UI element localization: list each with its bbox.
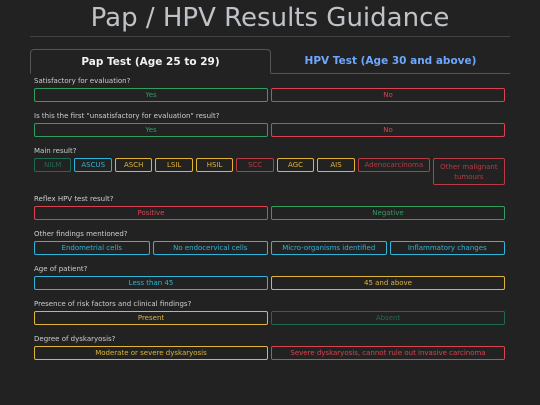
option-button[interactable]: No — [271, 123, 505, 137]
option-button[interactable]: Severe dyskaryosis, cannot rule out inva… — [271, 346, 505, 360]
question: Main result? NILM ASCUS ASCH LSIL HSIL SCC AGC A… — [34, 146, 505, 185]
divider — [30, 36, 510, 37]
options: Yes No — [34, 123, 505, 137]
options: Endometrial cells No endocervical cells Mi… — [34, 241, 505, 255]
options: Positive Negative — [34, 206, 505, 220]
option-button[interactable]: Moderate or severe dyskaryosis — [34, 346, 268, 360]
question: Other findings mentioned? Endometrial cel… — [34, 229, 505, 255]
option-button[interactable]: HSIL — [195, 158, 234, 172]
options: Moderate or severe dyskaryosis Severe dys… — [34, 346, 505, 360]
option-button[interactable]: ASCUS — [74, 158, 112, 172]
question-label: Presence of risk factors and clinical fi… — [34, 300, 192, 308]
option-button[interactable]: Present — [34, 311, 268, 325]
question-label: Other findings mentioned? — [34, 230, 128, 238]
options: Yes No — [34, 88, 505, 102]
question: Degree of dyskaryosis? Moderate or severe… — [34, 334, 505, 360]
option-button[interactable]: Less than 45 — [34, 276, 268, 290]
option-button[interactable]: Yes — [34, 88, 268, 102]
questions: Satisfactory for evaluation? Yes No Is this… — [34, 76, 505, 369]
page-title: Pap / HPV Results Guidance — [90, 3, 450, 33]
option-button[interactable]: Yes — [34, 123, 268, 137]
question-label: Satisfactory for evaluation? — [34, 77, 131, 85]
option-button[interactable]: Micro-organisms identified — [271, 241, 387, 255]
tab[interactable]: HPV Test (Age 30 and above) — [304, 55, 477, 67]
option-button[interactable]: LSIL — [155, 158, 193, 172]
option-button[interactable]: Other malignant tumours — [432, 158, 505, 185]
question-label: Age of patient? — [34, 265, 88, 273]
question: Age of patient? Less than 45 45 and above — [34, 264, 505, 290]
tabs: Pap Test (Age 25 to 29) HPV Test (Age 30 … — [30, 49, 510, 74]
option-button[interactable]: No endocervical cells — [152, 241, 268, 255]
option-button[interactable]: No — [271, 88, 505, 102]
option-button[interactable]: Endometrial cells — [34, 241, 150, 255]
option-button[interactable]: Positive — [34, 206, 268, 220]
question-label: Main result? — [34, 147, 77, 155]
option-button[interactable]: ASCH — [114, 158, 153, 172]
question: Is this the first "unsatisfactory for ev… — [34, 111, 505, 137]
option-button[interactable]: Negative — [271, 206, 505, 220]
question-label: Reflex HPV test result? — [34, 195, 114, 203]
option-button[interactable]: Adenocarcinoma — [357, 158, 430, 172]
options: Less than 45 45 and above — [34, 276, 505, 290]
option-button[interactable]: Absent — [271, 311, 505, 325]
question: Satisfactory for evaluation? Yes No — [34, 76, 505, 102]
question: Reflex HPV test result? Positive Negative — [34, 194, 505, 220]
options: NILM ASCUS ASCH LSIL HSIL SCC AGC AIS Adenocarci… — [34, 158, 505, 185]
question: Presence of risk factors and clinical fi… — [34, 299, 505, 325]
option-button[interactable]: AIS — [317, 158, 355, 172]
question-label: Degree of dyskaryosis? — [34, 335, 116, 343]
option-button[interactable]: NILM — [34, 158, 72, 172]
option-button[interactable]: Inflammatory changes — [389, 241, 505, 255]
options: Present Absent — [34, 311, 505, 325]
tab[interactable]: Pap Test (Age 25 to 29) — [30, 49, 271, 74]
option-button[interactable]: AGC — [276, 158, 315, 172]
option-button[interactable]: 45 and above — [271, 276, 505, 290]
question-label: Is this the first "unsatisfactory for ev… — [34, 112, 220, 120]
option-button[interactable]: SCC — [236, 158, 274, 172]
